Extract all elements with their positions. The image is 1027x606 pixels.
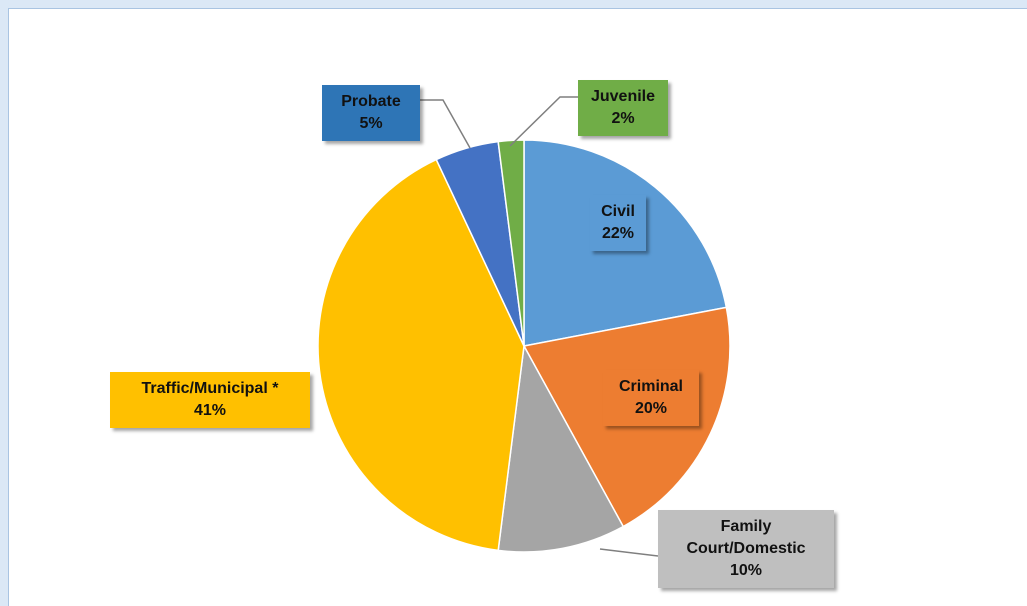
category-name: Civil	[601, 203, 635, 220]
percent-label: 20%	[634, 400, 668, 417]
data-label: Traffic/Municipal * 41%	[110, 372, 310, 428]
pie-slice	[497, 343, 625, 553]
leader-line	[509, 96, 578, 147]
category-name: Probate	[341, 93, 401, 110]
data-label: Civil 22%	[590, 195, 646, 251]
percent-label: 41%	[193, 402, 227, 419]
leader-line	[599, 548, 659, 557]
data-label: Probate 5%	[322, 85, 420, 141]
pie-slice	[497, 139, 525, 347]
leader-line	[420, 99, 471, 149]
data-label: Criminal 20%	[603, 370, 699, 426]
category-name: Family Court/Domestic	[686, 518, 806, 557]
percent-label: 2%	[611, 110, 635, 127]
percent-label: 5%	[359, 115, 383, 132]
data-label: Family Court/Domestic 10%	[658, 510, 834, 588]
category-name: Criminal	[618, 378, 683, 395]
percent-label: 22%	[601, 225, 635, 242]
data-label: Juvenile 2%	[578, 80, 668, 136]
category-name: Traffic/Municipal *	[141, 380, 279, 397]
percent-label: 10%	[729, 562, 763, 579]
pie-slice	[317, 158, 525, 552]
category-name: Juvenile	[590, 88, 656, 105]
